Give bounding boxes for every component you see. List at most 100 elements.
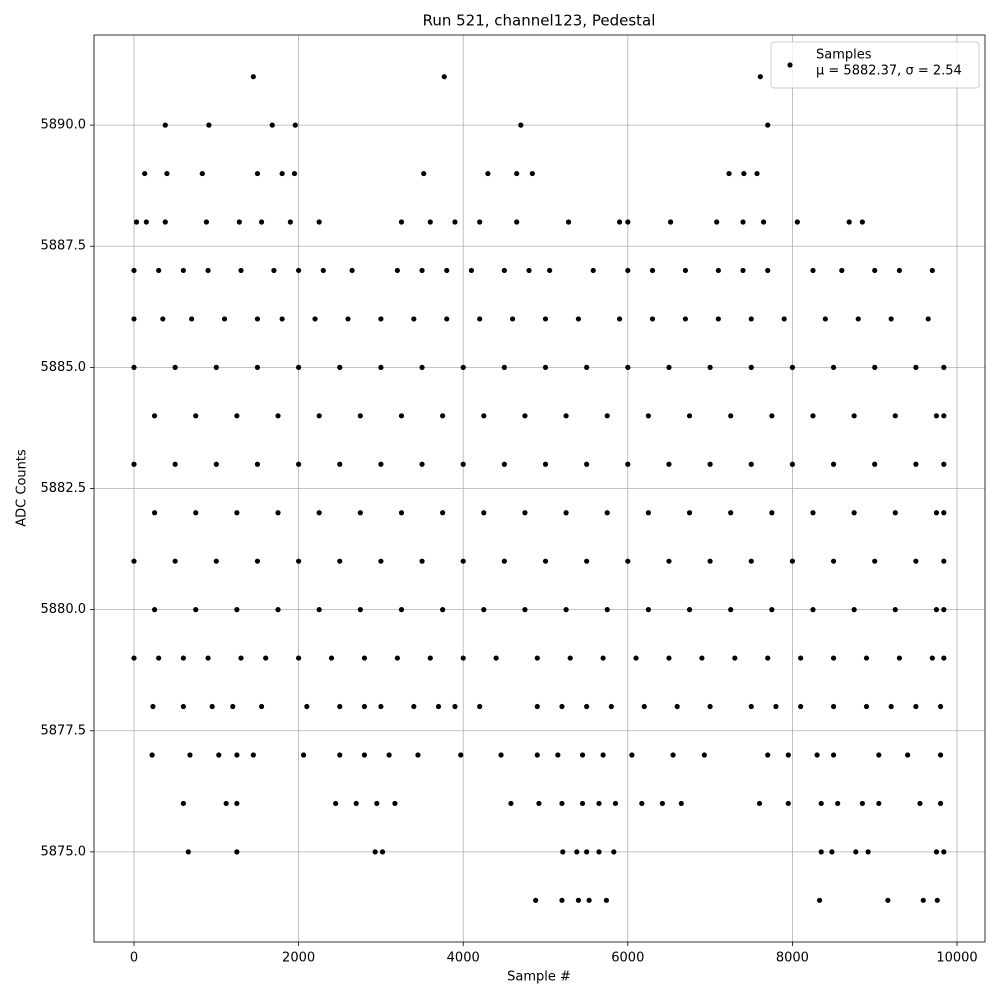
point [855, 316, 861, 322]
point [740, 267, 746, 274]
point [773, 703, 779, 710]
point [203, 219, 210, 225]
point [765, 752, 771, 758]
point [726, 170, 732, 177]
point [678, 800, 684, 807]
point [296, 364, 302, 370]
point [353, 800, 359, 807]
point [888, 703, 894, 710]
point [221, 316, 228, 322]
point [337, 461, 343, 467]
point [542, 364, 549, 370]
point [769, 413, 775, 419]
point [234, 413, 240, 419]
point [337, 558, 343, 564]
point [937, 703, 944, 710]
point [460, 364, 466, 370]
point [275, 607, 281, 613]
point [150, 703, 156, 710]
point [263, 655, 269, 661]
point [514, 219, 520, 225]
point [810, 267, 816, 274]
point [645, 607, 651, 613]
point [600, 752, 606, 758]
y-tick-label: 5882.5 [41, 481, 87, 496]
point [312, 316, 318, 322]
point [584, 703, 590, 710]
point [748, 461, 754, 467]
point [180, 267, 186, 274]
point [180, 703, 186, 710]
point [361, 703, 368, 710]
point [398, 510, 405, 516]
y-axis-label: ADC Counts [15, 449, 30, 527]
point [427, 655, 433, 661]
point [131, 364, 137, 370]
point [258, 219, 265, 225]
point [937, 752, 944, 758]
point [830, 461, 837, 467]
point [162, 219, 168, 225]
point [441, 74, 447, 80]
point [732, 655, 738, 661]
point [452, 703, 458, 710]
point [699, 655, 705, 661]
point [625, 219, 631, 225]
point [830, 752, 837, 758]
point [398, 413, 405, 419]
point [707, 703, 713, 710]
point [829, 849, 835, 855]
point [666, 655, 672, 661]
point [600, 655, 606, 661]
point [728, 607, 734, 613]
point [612, 800, 619, 807]
point [444, 267, 450, 274]
point [830, 655, 837, 661]
y-tick-label: 5880.0 [41, 602, 87, 617]
point [151, 607, 158, 613]
point [584, 461, 590, 467]
point [929, 267, 935, 274]
point [905, 752, 911, 758]
x-tick-label: 10000 [936, 951, 977, 966]
point [933, 510, 940, 516]
point [941, 413, 947, 419]
point [193, 413, 199, 419]
point [756, 800, 763, 807]
point [542, 461, 549, 467]
point [162, 122, 168, 128]
point [579, 800, 586, 807]
point [133, 219, 140, 225]
point [859, 219, 865, 225]
point [131, 267, 137, 274]
point [851, 510, 857, 516]
point [292, 122, 298, 128]
point [616, 219, 623, 225]
point [501, 461, 507, 467]
point [728, 510, 734, 516]
point [477, 703, 483, 710]
point [941, 607, 947, 613]
point [822, 316, 828, 322]
point [300, 752, 307, 758]
point [885, 897, 891, 903]
point [238, 655, 244, 661]
point [575, 897, 582, 903]
point [851, 413, 857, 419]
point [616, 316, 623, 322]
point [501, 558, 507, 564]
point [269, 122, 275, 128]
point [131, 655, 137, 661]
point [386, 752, 392, 758]
point [748, 703, 754, 710]
point [534, 703, 540, 710]
point [213, 461, 219, 467]
point [765, 267, 771, 274]
point [275, 510, 281, 516]
legend-label: Samples [816, 48, 872, 63]
x-tick-label: 4000 [447, 951, 480, 966]
point [349, 267, 355, 274]
point [925, 316, 931, 322]
point [477, 316, 483, 322]
